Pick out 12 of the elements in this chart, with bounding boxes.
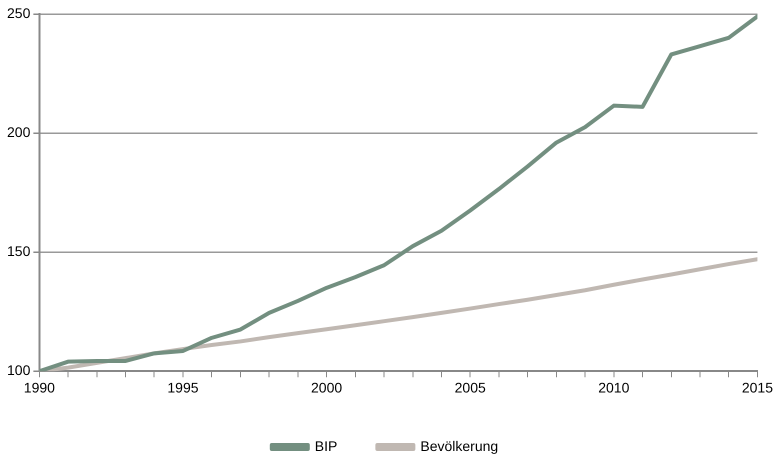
x-tick-label: 1995 [167, 379, 199, 396]
y-tick-label: 200 [7, 124, 31, 140]
legend-label: Bevölkerung [420, 438, 498, 454]
x-tick-label: 2000 [311, 379, 342, 396]
x-tick-label: 2005 [454, 379, 486, 396]
x-tick-label: 2015 [742, 379, 774, 396]
x-tick-label: 2010 [598, 379, 630, 396]
y-tick-label: 100 [7, 362, 31, 378]
legend-label: BIP [314, 438, 338, 454]
y-tick-label: 250 [7, 4, 31, 21]
y-tick-label: 150 [7, 242, 31, 259]
x-tick-label: 1990 [24, 379, 56, 396]
